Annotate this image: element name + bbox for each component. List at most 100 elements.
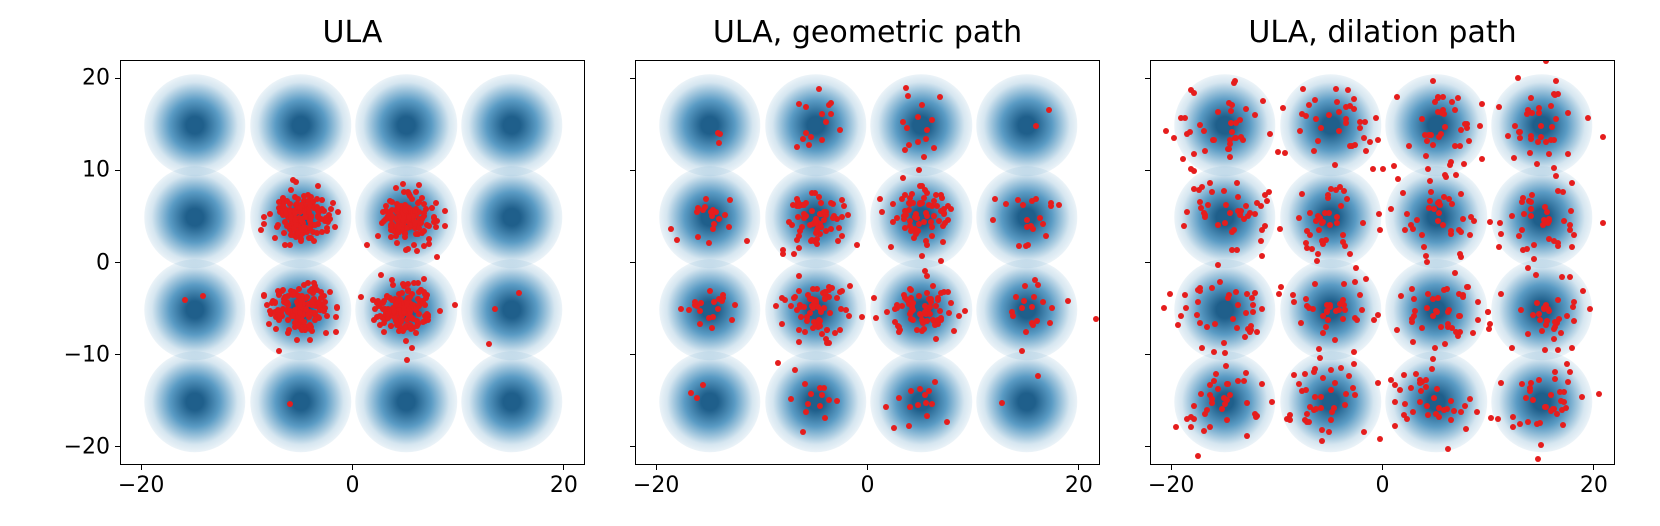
scatter-point bbox=[1336, 128, 1342, 134]
panel-title: ULA bbox=[120, 15, 585, 50]
scatter-point bbox=[924, 318, 930, 324]
scatter-point bbox=[945, 217, 951, 223]
scatter-point bbox=[327, 289, 333, 295]
scatter-point bbox=[1497, 220, 1503, 226]
scatter-point bbox=[272, 235, 278, 241]
scatter-point bbox=[1525, 331, 1531, 337]
ytick-mark bbox=[630, 354, 635, 355]
scatter-point bbox=[1319, 220, 1325, 226]
scatter-point bbox=[1222, 350, 1228, 356]
scatter-point bbox=[267, 308, 273, 314]
scatter-point bbox=[1443, 174, 1449, 180]
scatter-point bbox=[946, 310, 952, 316]
scatter-point bbox=[486, 341, 492, 347]
scatter-point bbox=[924, 213, 930, 219]
scatter-point bbox=[923, 136, 929, 142]
scatter-point bbox=[936, 218, 942, 224]
scatter-point bbox=[1568, 208, 1574, 214]
scatter-point bbox=[1316, 227, 1322, 233]
scatter-point bbox=[710, 226, 716, 232]
scatter-point bbox=[727, 197, 733, 203]
scatter-point bbox=[320, 307, 326, 313]
scatter-point bbox=[1401, 372, 1407, 378]
panel-title: ULA, geometric path bbox=[635, 15, 1100, 50]
scatter-point bbox=[1213, 371, 1219, 377]
scatter-point bbox=[287, 401, 293, 407]
scatter-point bbox=[1013, 294, 1019, 300]
scatter-point bbox=[1235, 378, 1241, 384]
scatter-point bbox=[328, 206, 334, 212]
scatter-point bbox=[1533, 272, 1539, 278]
scatter-point bbox=[1323, 324, 1329, 330]
scatter-point bbox=[1380, 166, 1386, 172]
scatter-point bbox=[1325, 192, 1331, 198]
ytick-mark bbox=[1145, 446, 1150, 447]
scatter-point bbox=[1498, 380, 1504, 386]
scatter-point bbox=[1359, 307, 1365, 313]
scatter-point bbox=[823, 119, 829, 125]
scatter-point bbox=[1388, 206, 1394, 212]
scatter-point bbox=[308, 235, 314, 241]
density-blob bbox=[1280, 351, 1381, 452]
scatter-point bbox=[927, 311, 933, 317]
scatter-point bbox=[1471, 218, 1477, 224]
scatter-point bbox=[1207, 424, 1213, 430]
scatter-point bbox=[290, 177, 296, 183]
scatter-point bbox=[1211, 349, 1217, 355]
scatter-point bbox=[1498, 291, 1504, 297]
scatter-point bbox=[962, 308, 968, 314]
scatter-point bbox=[358, 294, 364, 300]
scatter-point bbox=[1312, 366, 1318, 372]
scatter-point bbox=[789, 222, 795, 228]
scatter-point bbox=[1462, 121, 1468, 127]
scatter-point bbox=[1394, 94, 1400, 100]
scatter-point bbox=[732, 302, 738, 308]
scatter-point bbox=[404, 357, 410, 363]
scatter-point bbox=[924, 127, 930, 133]
scatter-point bbox=[1408, 385, 1414, 391]
scatter-point bbox=[828, 200, 834, 206]
scatter-point bbox=[678, 306, 684, 312]
scatter-point bbox=[1228, 120, 1234, 126]
scatter-point bbox=[1509, 213, 1515, 219]
scatter-point bbox=[891, 425, 897, 431]
scatter-point bbox=[426, 223, 432, 229]
scatter-point bbox=[1410, 226, 1416, 232]
scatter-point bbox=[1439, 110, 1445, 116]
scatter-point bbox=[1560, 189, 1566, 195]
scatter-point bbox=[1565, 379, 1571, 385]
scatter-point bbox=[1392, 399, 1398, 405]
scatter-point bbox=[903, 85, 909, 91]
scatter-point bbox=[819, 111, 825, 117]
scatter-point bbox=[1534, 300, 1540, 306]
scatter-point bbox=[1243, 203, 1249, 209]
scatter-point bbox=[1451, 408, 1457, 414]
scatter-point bbox=[285, 330, 291, 336]
scatter-point bbox=[821, 209, 827, 215]
scatter-point bbox=[1030, 322, 1036, 328]
scatter-point bbox=[1449, 325, 1455, 331]
scatter-point bbox=[1233, 289, 1239, 295]
scatter-point bbox=[1224, 417, 1230, 423]
scatter-point bbox=[1025, 242, 1031, 248]
scatter-point bbox=[1161, 305, 1167, 311]
xtick-mark bbox=[563, 465, 564, 470]
scatter-point bbox=[930, 317, 936, 323]
scatter-point bbox=[1530, 397, 1536, 403]
scatter-point bbox=[1467, 232, 1473, 238]
scatter-point bbox=[697, 321, 703, 327]
scatter-point bbox=[1338, 203, 1344, 209]
scatter-point bbox=[1352, 392, 1358, 398]
scatter-point bbox=[318, 289, 324, 295]
density-blob bbox=[765, 351, 866, 452]
scatter-point bbox=[788, 303, 794, 309]
density-blob bbox=[250, 351, 351, 452]
scatter-point bbox=[1569, 244, 1575, 250]
scatter-point bbox=[1580, 288, 1586, 294]
scatter-point bbox=[929, 224, 935, 230]
scatter-point bbox=[1320, 330, 1326, 336]
scatter-point bbox=[1019, 305, 1025, 311]
scatter-point bbox=[1517, 135, 1523, 141]
scatter-point bbox=[297, 205, 303, 211]
scatter-point bbox=[1432, 345, 1438, 351]
